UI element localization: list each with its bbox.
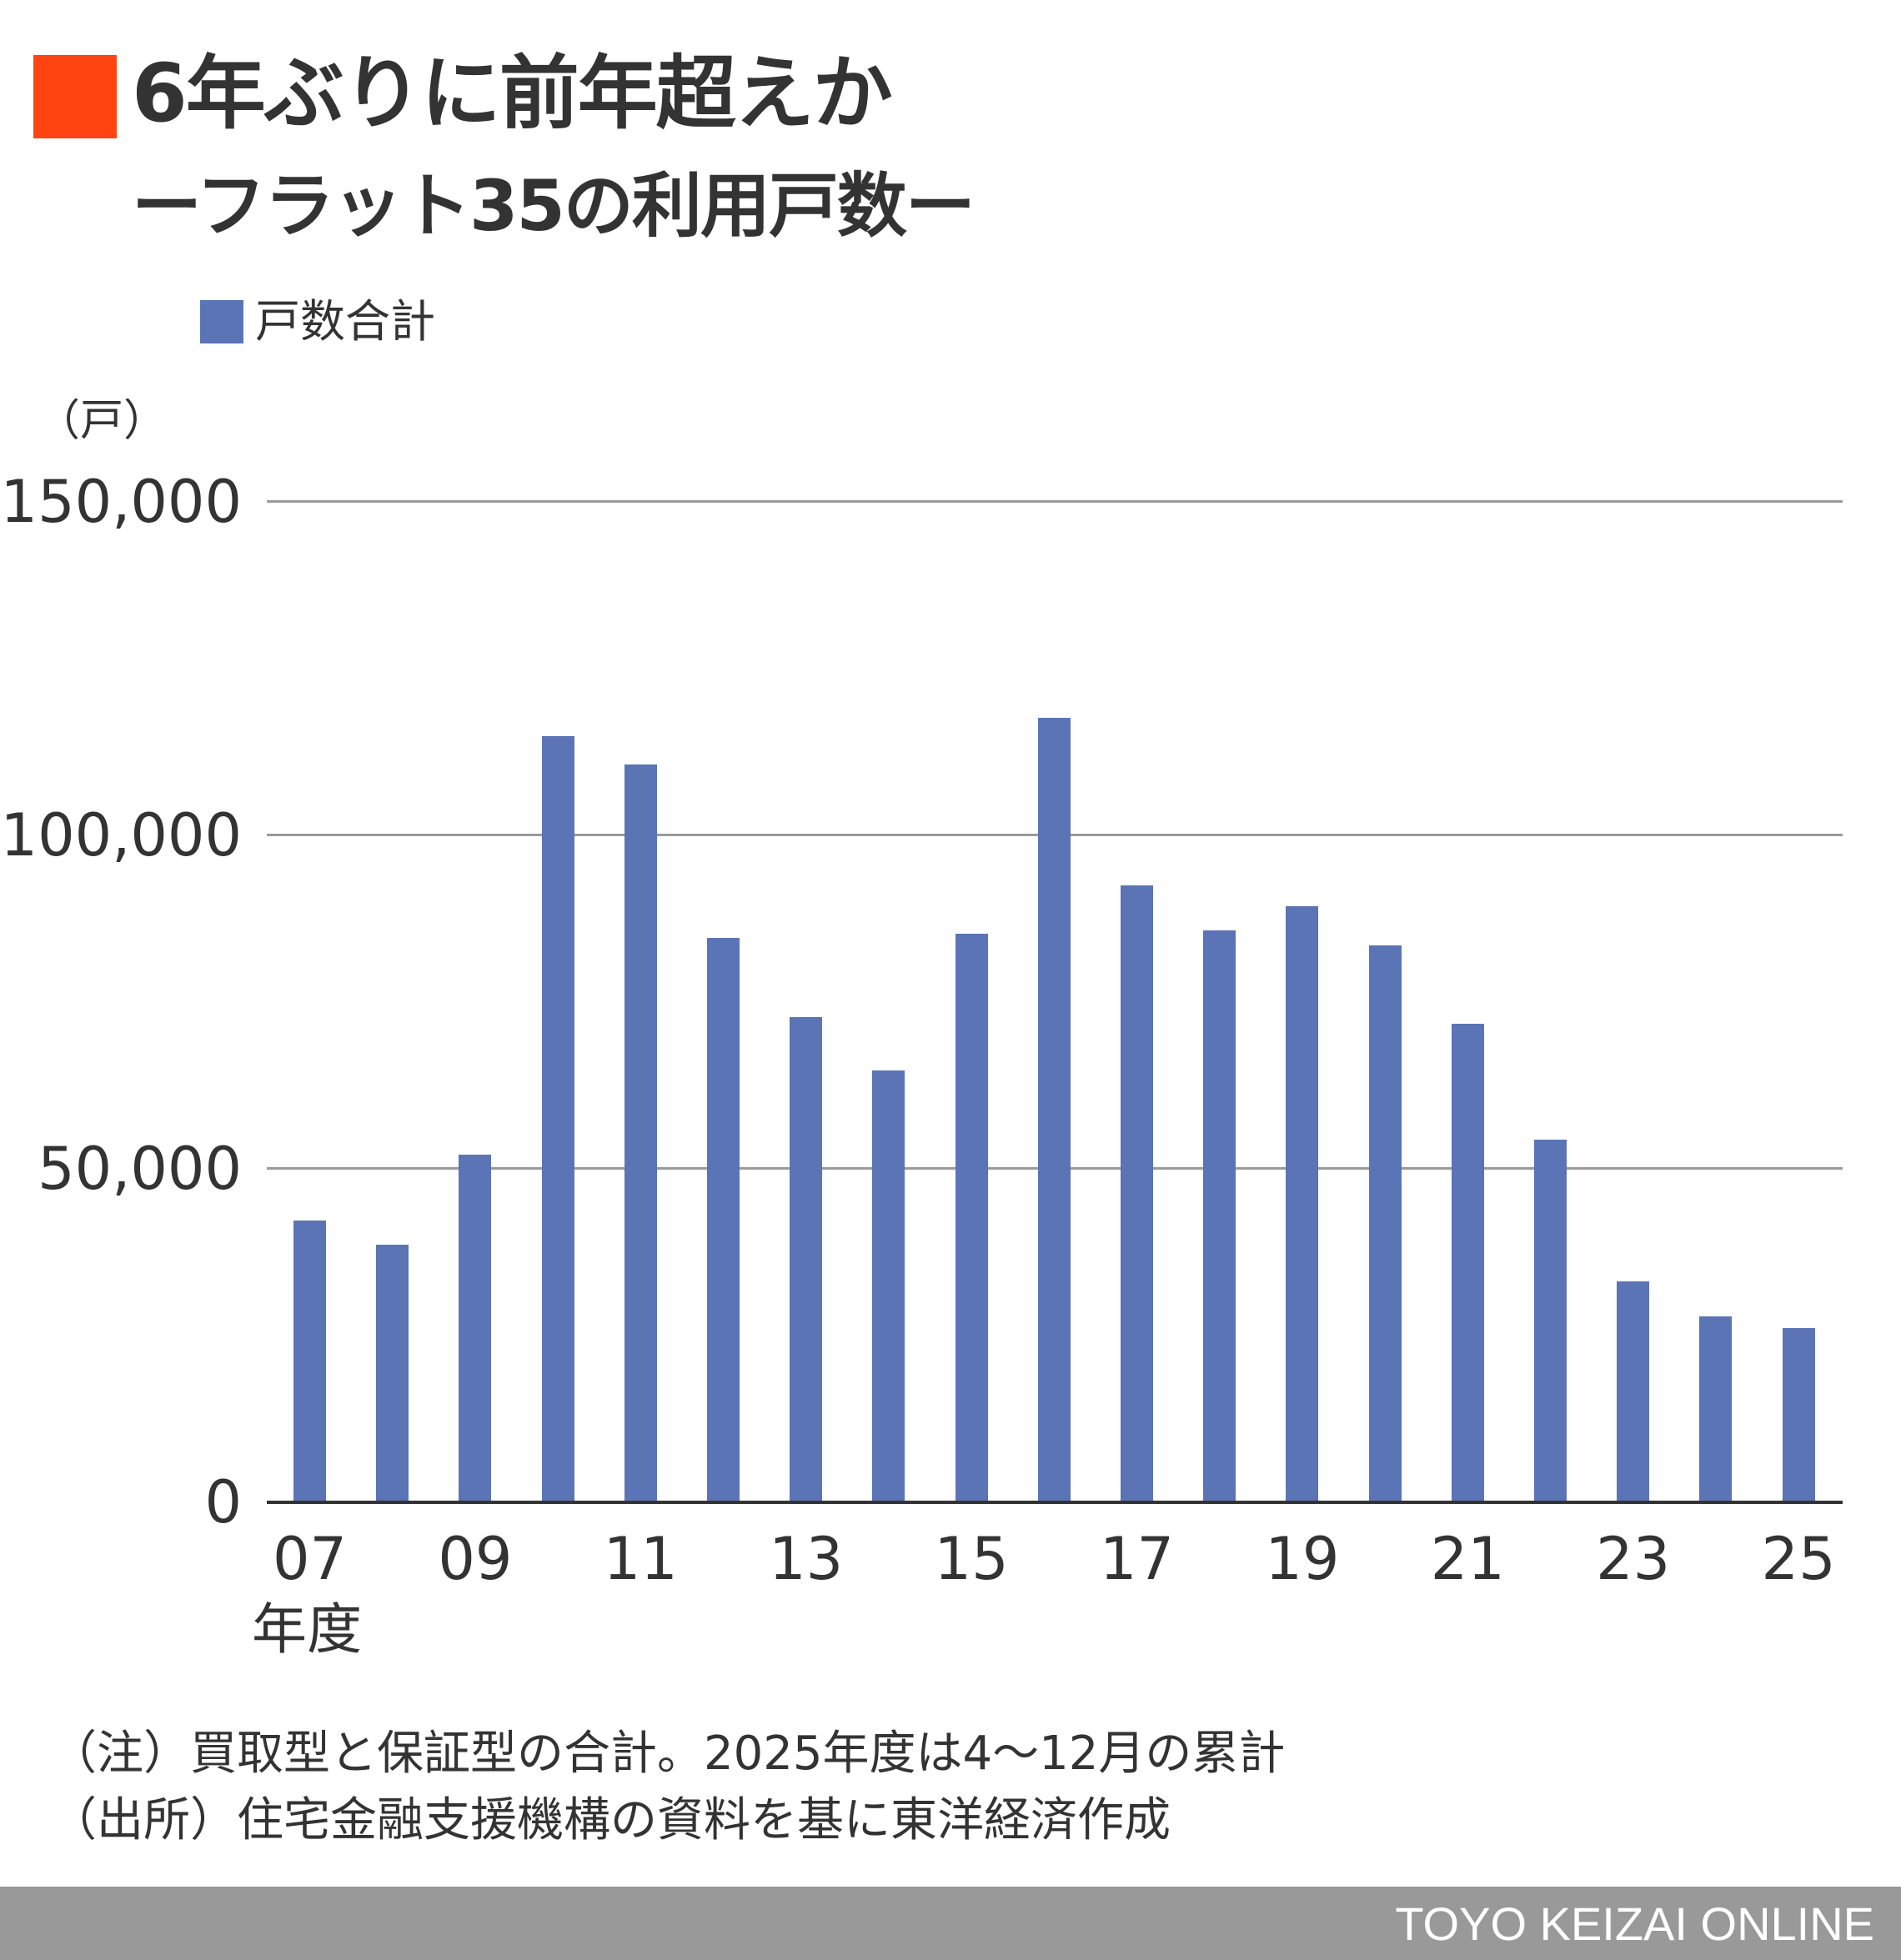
bar-10	[541, 735, 574, 1502]
x-tick-label: 21	[1430, 1525, 1505, 1593]
bar-19	[1286, 905, 1319, 1502]
legend-swatch-icon	[200, 300, 243, 343]
legend-label: 戸数合計	[255, 295, 435, 348]
x-tick-label: 15	[934, 1525, 1009, 1593]
legend: 戸数合計	[200, 292, 435, 352]
bar-20	[1368, 945, 1402, 1502]
bar-23	[1617, 1281, 1650, 1502]
bar-07	[293, 1220, 326, 1502]
bar-12	[707, 938, 740, 1502]
bar-09	[459, 1155, 492, 1502]
bar-08	[376, 1245, 409, 1502]
bar-25	[1782, 1328, 1815, 1502]
title-accent-square	[33, 55, 117, 138]
chart-subtitle: ーフラット35の利用戸数ー	[132, 165, 976, 247]
y-axis-unit-label: （戸）	[37, 396, 168, 446]
x-tick-label: 25	[1761, 1525, 1836, 1593]
x-tick-label: 19	[1265, 1525, 1340, 1593]
bar-15	[955, 934, 988, 1502]
x-tick-label: 11	[603, 1525, 678, 1593]
bar-14	[872, 1070, 905, 1502]
y-tick-label: 0	[204, 1468, 242, 1536]
y-tick-label: 50,000	[38, 1135, 242, 1203]
bar-18	[1203, 930, 1236, 1502]
bar-21	[1451, 1023, 1484, 1502]
bar-24	[1699, 1316, 1733, 1502]
bar-17	[1121, 885, 1153, 1502]
footer-bar	[0, 1887, 1901, 1960]
x-tick-label: 09	[438, 1525, 513, 1593]
footer-brand: TOYO KEIZAI ONLINE	[1395, 1897, 1874, 1950]
x-tick-label: 23	[1596, 1525, 1671, 1593]
bar-11	[624, 764, 657, 1502]
footnote: （注）買取型と保証型の合計。2025年度は4〜12月の累計	[50, 1727, 1286, 1781]
x-tick-label: 17	[1099, 1525, 1175, 1593]
bar-22	[1534, 1139, 1567, 1502]
y-tick-label: 100,000	[0, 801, 242, 870]
bar-13	[790, 1017, 823, 1502]
x-axis-title: 年度	[252, 1597, 362, 1662]
x-tick-label: 13	[769, 1525, 844, 1593]
y-tick-label: 150,000	[0, 468, 242, 536]
x-axis-line	[267, 1501, 1843, 1504]
source-note: （出所）住宅金融支援機構の資料を基に東洋経済作成	[50, 1793, 1171, 1847]
gridline-150000	[267, 500, 1843, 503]
bar-16	[1037, 718, 1071, 1502]
x-tick-label: 07	[272, 1525, 348, 1593]
chart-title: 6年ぶりに前年超えか	[132, 47, 893, 140]
